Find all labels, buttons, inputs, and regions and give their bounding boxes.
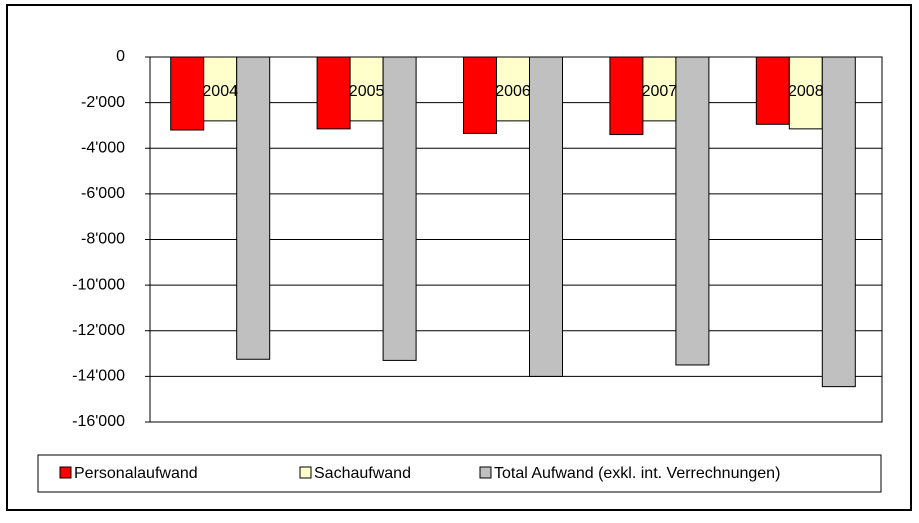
bar <box>203 56 238 122</box>
bar <box>496 56 530 122</box>
legend-label: Total Aufwand (exkl. int. Verrechnungen) <box>494 465 780 482</box>
bar <box>755 56 790 125</box>
x-tick-label: 2007 <box>642 83 678 100</box>
bar <box>529 56 563 377</box>
y-tick-label: -2'000 <box>81 94 125 111</box>
y-tick-label: -8'000 <box>81 231 125 248</box>
bar <box>236 56 271 360</box>
legend-swatch <box>59 466 72 479</box>
y-tick-label: -6'000 <box>81 185 125 202</box>
y-tick-label: -16'000 <box>72 413 125 430</box>
legend-swatch <box>299 466 312 479</box>
x-tick-label: 2004 <box>202 83 238 100</box>
y-tick-label: -12'000 <box>72 322 125 339</box>
y-tick-label: 0 <box>116 48 125 65</box>
y-tick-label: -10'000 <box>72 276 125 293</box>
legend-label: Sachaufwand <box>314 465 411 482</box>
bar <box>788 56 823 130</box>
bar <box>609 56 644 136</box>
bar <box>463 56 497 134</box>
bar <box>170 56 205 131</box>
bar <box>675 56 710 366</box>
y-tick-label: -14'000 <box>72 368 125 385</box>
x-tick-label: 2008 <box>788 83 824 100</box>
x-tick-label: 2005 <box>349 83 385 100</box>
legend-swatch <box>479 466 492 479</box>
bar <box>316 56 351 130</box>
bar <box>821 56 856 388</box>
legend-label: Personalaufwand <box>74 465 198 482</box>
y-tick-label: -4'000 <box>81 139 125 156</box>
x-tick-label: 2006 <box>495 83 531 100</box>
bar <box>382 56 417 361</box>
legend-box <box>37 454 882 493</box>
